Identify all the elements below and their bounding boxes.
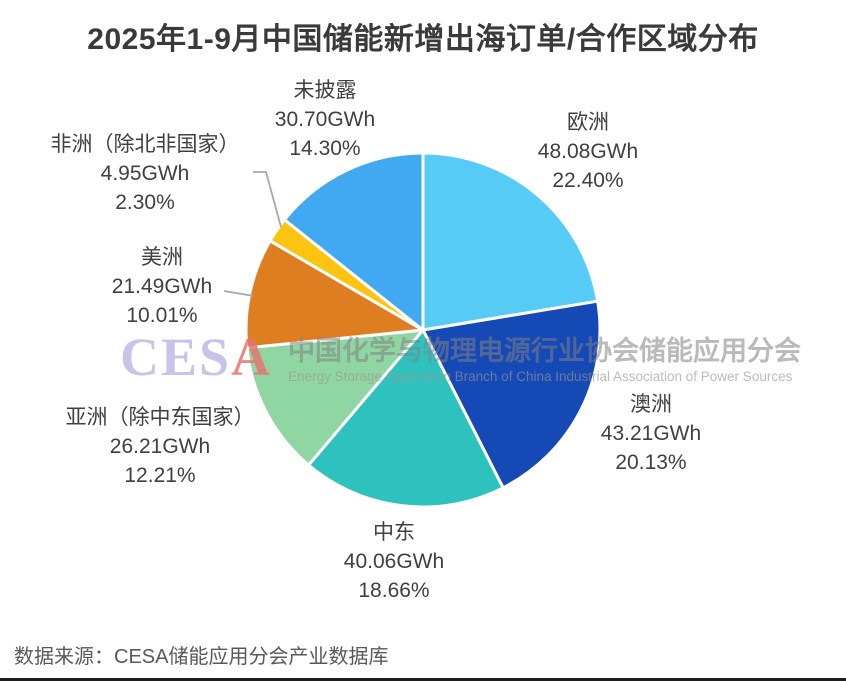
slice-value: 21.49GWh bbox=[111, 275, 213, 298]
slice-label-middle-east: 中东 40.06GWh 18.66% bbox=[294, 518, 494, 605]
slice-value: 30.70GWh bbox=[274, 108, 376, 131]
pie-slice-0 bbox=[421, 151, 600, 332]
slice-name: 欧洲 bbox=[567, 111, 609, 134]
leader-line-americas bbox=[223, 290, 255, 297]
slice-percent: 10.01% bbox=[126, 304, 198, 327]
slice-percent: 2.30% bbox=[115, 191, 175, 214]
slice-percent: 14.30% bbox=[289, 137, 361, 160]
slice-value: 26.21GWh bbox=[109, 435, 211, 458]
slice-value: 43.21GWh bbox=[600, 422, 702, 445]
pie-slices bbox=[244, 151, 602, 509]
slice-label-americas: 美洲 21.49GWh 10.01% bbox=[62, 243, 262, 330]
chart-title: 2025年1-9月中国储能新增出海订单/合作区域分布 bbox=[87, 23, 759, 56]
slice-percent: 18.66% bbox=[358, 579, 430, 602]
slice-percent: 20.13% bbox=[615, 451, 687, 474]
pie-slice-3 bbox=[245, 328, 425, 467]
slice-percent: 22.40% bbox=[552, 169, 624, 192]
data-source-note: 数据来源：CESA储能应用分会产业数据库 bbox=[14, 646, 389, 668]
slice-label-undisclosed: 未披露 30.70GWh 14.30% bbox=[225, 76, 425, 163]
slice-percent: 12.21% bbox=[124, 464, 196, 487]
slice-value: 48.08GWh bbox=[537, 140, 639, 163]
slice-value: 4.95GWh bbox=[100, 162, 190, 185]
pie-slice-1 bbox=[421, 299, 602, 490]
pie-slice-2 bbox=[307, 328, 505, 509]
slice-label-asia: 亚洲（除中东国家） 26.21GWh 12.21% bbox=[10, 403, 310, 490]
slice-label-europe: 欧洲 48.08GWh 22.40% bbox=[488, 108, 688, 195]
slice-label-australia: 澳洲 43.21GWh 20.13% bbox=[551, 390, 751, 477]
slice-name: 中东 bbox=[373, 521, 415, 544]
slice-value: 40.06GWh bbox=[343, 550, 445, 573]
pie-slice-4 bbox=[244, 239, 425, 350]
slice-label-africa: 非洲（除北非国家） 4.95GWh 2.30% bbox=[20, 130, 270, 217]
slice-name: 未披露 bbox=[293, 79, 357, 102]
slice-name: 非洲（除北非国家） bbox=[50, 133, 240, 156]
slice-name: 美洲 bbox=[141, 246, 183, 269]
bottom-divider bbox=[0, 678, 846, 681]
pie-slice-6 bbox=[283, 151, 425, 332]
slice-name: 澳洲 bbox=[630, 393, 672, 416]
leader-line-africa bbox=[253, 171, 282, 228]
slice-name: 亚洲（除中东国家） bbox=[65, 406, 255, 429]
